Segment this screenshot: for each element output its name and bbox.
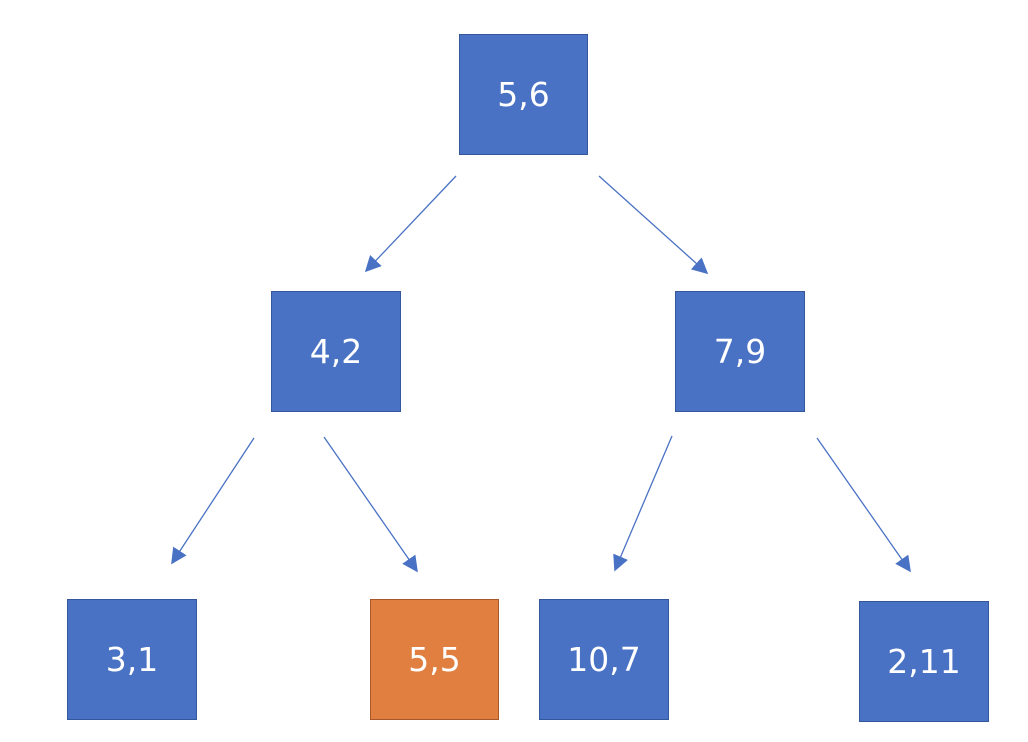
edge-left-to-left-right bbox=[323, 436, 418, 573]
node-right-left: 10,7 bbox=[539, 599, 669, 720]
node-root: 5,6 bbox=[459, 34, 588, 155]
node-right: 7,9 bbox=[675, 291, 805, 412]
edge-left-to-left-left bbox=[171, 437, 255, 565]
edge-right-to-right-left bbox=[613, 435, 673, 572]
node-right-right: 2,11 bbox=[859, 601, 989, 722]
edge-right-to-right-right bbox=[816, 437, 911, 573]
edge-root-to-right bbox=[598, 175, 709, 275]
node-left-left: 3,1 bbox=[67, 599, 197, 720]
node-left-right-highlighted: 5,5 bbox=[370, 599, 499, 720]
node-left: 4,2 bbox=[271, 291, 401, 412]
edge-root-to-left bbox=[364, 175, 457, 273]
